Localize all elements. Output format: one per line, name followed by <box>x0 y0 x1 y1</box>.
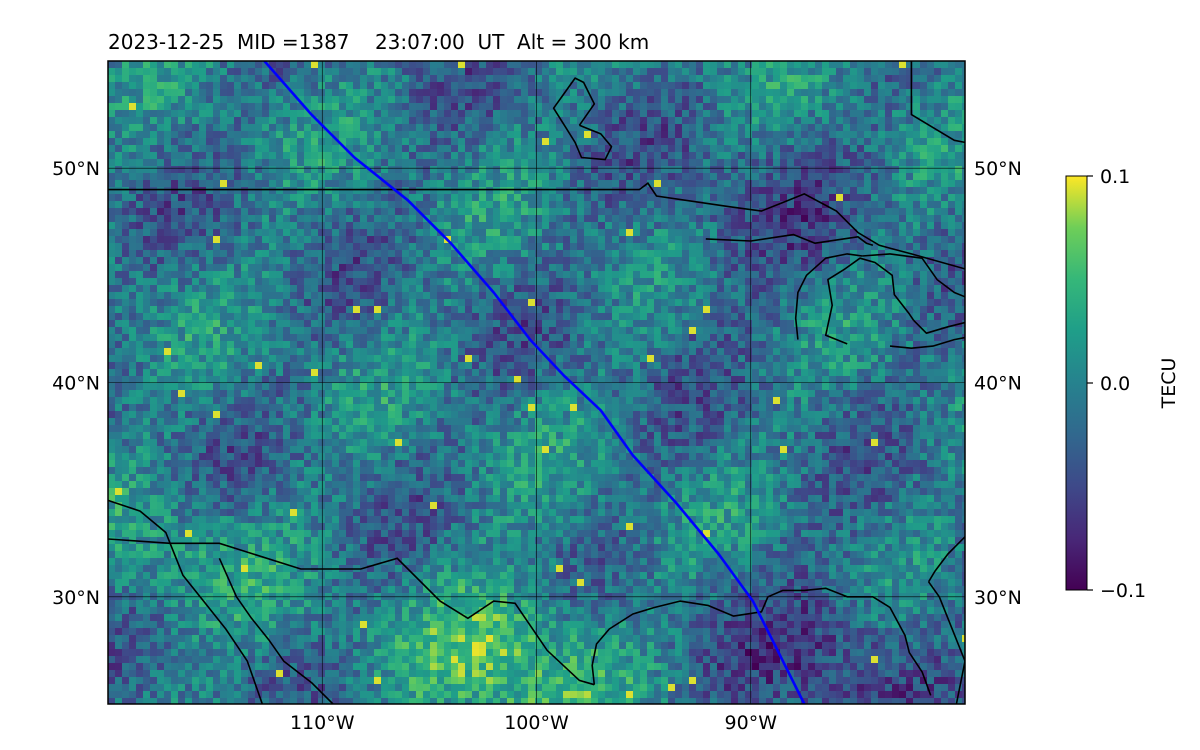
satellite-track <box>263 61 806 704</box>
lat-tick-label-left: 30°N <box>52 587 100 609</box>
lat-lon-grid <box>108 61 965 704</box>
colorbar-ticks: 0.1 0.0 −0.1 <box>1087 166 1146 602</box>
coastline <box>705 233 874 247</box>
lat-tick-labels-right: 30°N 40°N 50°N <box>974 158 1022 609</box>
lat-tick-label-right: 40°N <box>974 373 1022 395</box>
lat-tick-label-left: 50°N <box>52 158 100 180</box>
map-frame <box>107 60 966 705</box>
colorbar-gradient <box>1065 175 1088 591</box>
lat-tick-label-right: 50°N <box>974 158 1022 180</box>
colorbar-tick-label: 0.1 <box>1100 166 1130 188</box>
lon-tick-label: 110°W <box>290 712 355 734</box>
lon-tick-label: 100°W <box>504 712 569 734</box>
coastline <box>910 61 965 144</box>
coastline <box>108 499 264 704</box>
coastline <box>889 336 965 350</box>
colorbar: 0.1 0.0 −0.1 TECU <box>1065 166 1180 602</box>
colorbar-tick-label: 0.0 <box>1100 373 1130 395</box>
coastlines <box>108 61 965 704</box>
coastline <box>824 257 915 345</box>
us-mexico-border <box>108 538 595 686</box>
satellite-track-layer <box>263 61 806 704</box>
map-title: 2023-12-25 MID =1387 23:07:00 UT Alt = 3… <box>108 30 650 54</box>
colorbar-tick-label: −0.1 <box>1100 580 1146 602</box>
coastline <box>927 581 965 662</box>
coastline <box>927 536 965 583</box>
coastline <box>552 77 613 161</box>
coastline <box>955 660 965 704</box>
coastline <box>913 319 965 335</box>
lon-tick-labels: 110°W 100°W 90°W <box>290 712 777 734</box>
colorbar-label: TECU <box>1158 358 1180 410</box>
coastline <box>218 557 334 704</box>
lat-tick-label-left: 40°N <box>52 373 100 395</box>
lon-tick-label: 90°W <box>725 712 778 734</box>
coastline <box>862 253 965 298</box>
lat-tick-labels-left: 30°N 40°N 50°N <box>52 158 100 609</box>
tec-heatmap <box>108 61 965 704</box>
political-borders <box>108 182 965 686</box>
coastline <box>591 587 932 696</box>
us-canada-border <box>108 182 965 270</box>
coastline <box>794 253 863 340</box>
lat-tick-label-right: 30°N <box>974 587 1022 609</box>
